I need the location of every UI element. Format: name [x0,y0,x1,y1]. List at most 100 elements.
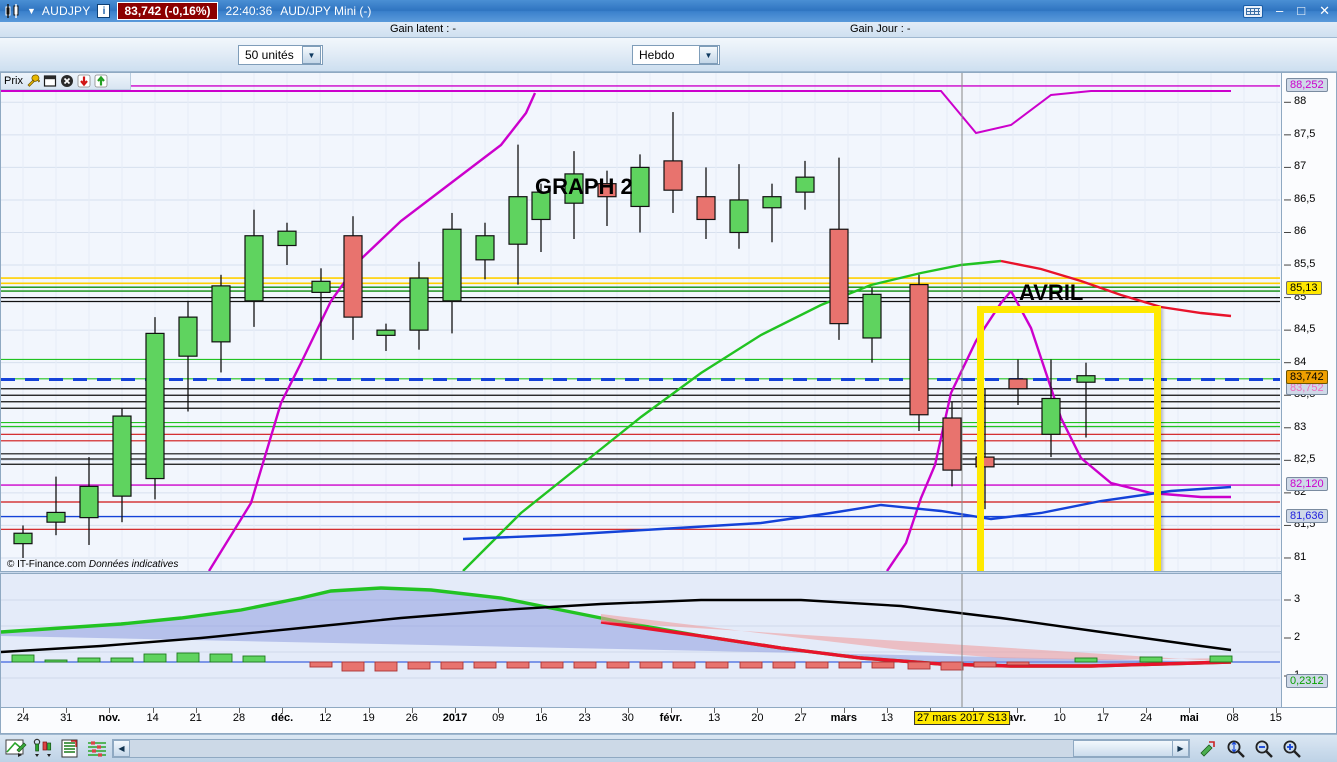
price-chart-canvas[interactable] [1,73,1280,571]
price-tick: 81 [1294,550,1307,563]
date-tick-mark [282,708,284,713]
date-tick-mark [368,708,370,713]
price-tick: 82,5 [1294,453,1316,466]
zoom-fit-icon[interactable] [1198,739,1218,759]
window-titlebar: ▼ AUDJPY i 83,742 (-0,16%) 22:40:36 AUD/… [0,0,1337,22]
date-tick-mark [1232,708,1234,713]
date-tick: 24 [16,712,30,724]
levels-icon[interactable] [86,738,108,760]
price-pane[interactable]: Prix [0,72,1281,572]
chart-toolbar: 50 unités ▼ Hebdo ▼ ▼ [0,38,1337,106]
status-bar: ◀ ▶ [0,734,1337,762]
price-marker: 82,120 [1286,477,1328,492]
date-tick-mark [23,708,24,713]
date-tick-mark [627,708,629,713]
gain-bar: Gain latent : - Gain Jour : - [0,22,1337,38]
date-tick-mark [584,708,586,713]
date-tick-mark [714,708,716,713]
date-tick-mark [152,708,154,713]
crosshair-date-label: 27 mars 2017 S13 [914,711,1010,725]
price-tick: 86 [1294,225,1307,238]
timeframe-dropdown[interactable]: Hebdo ▼ [632,45,720,65]
zoom-out-icon[interactable] [1254,739,1274,759]
window-controls: – □ ✕ [1243,0,1337,22]
chevron-down-icon[interactable]: ▼ [302,46,321,64]
date-tick-mark [455,708,456,713]
price-axis[interactable]: 8887,58786,58685,58584,58483,58382,58281… [1281,72,1337,708]
scrollbar-thumb[interactable] [1073,740,1173,757]
price-pane-header: Prix [1,73,131,90]
date-tick-mark [671,708,672,713]
price-tick: 87 [1294,160,1307,173]
scroll-right-button[interactable]: ▶ [1172,740,1189,757]
date-tick-mark [1016,708,1018,713]
date-tick: févr. [659,712,683,724]
copyright-notice: © IT-Finance.com Données indicatives [7,559,178,570]
minimize-button[interactable]: – [1276,3,1284,18]
price-axis-lines [1284,101,1291,677]
info-icon[interactable]: i [97,4,111,18]
chevron-down-icon[interactable]: ▼ [27,6,36,16]
indicator-tick: 3 [1294,593,1301,605]
list-icon[interactable] [59,738,81,760]
indicator-tick: 2 [1294,631,1301,643]
date-tick-mark [1146,708,1148,713]
date-tick: 14 [146,712,159,724]
indicator-marker: 0,2312 [1286,674,1328,688]
date-tick: 12 [319,712,332,724]
date-tick-mark [541,708,543,713]
maximize-button[interactable]: □ [1297,3,1306,18]
date-tick-mark [887,708,888,713]
date-tick-mark [800,708,802,713]
copyright-mark: © IT-Finance.com [7,559,87,570]
date-axis[interactable]: 24 31 nov. 14 21 28 déc. 12 19 26 2017 09 16 23 30 févr… [0,708,1337,734]
zoom-in-icon[interactable] [1282,739,1302,759]
price-tick: 83 [1294,420,1307,433]
horizontal-scrollbar[interactable]: ◀ ▶ [112,739,1190,758]
gain-jour-label: Gain Jour : - [850,23,911,35]
window-icon[interactable] [43,74,57,88]
price-tick: 88 [1294,95,1307,108]
annotation-graph2: GRAPH 2 [535,174,633,199]
price-pane-label: Prix [4,75,23,87]
date-tick: 16 [535,712,548,724]
date-tick: 17 [1096,712,1110,724]
date-tick: mai [1179,712,1199,724]
units-dropdown[interactable]: 50 unités ▼ [238,45,323,65]
instrument-name: AUD/JPY Mini (-) [280,4,372,18]
date-tick-mark [1189,708,1191,713]
date-tick: 08 [1226,712,1239,724]
quote-time: 22:40:36 [225,4,273,18]
date-tick: 15 [1269,712,1282,724]
copyright-note: Données indicatives [88,559,179,570]
date-tick: 31 [60,712,73,724]
date-tick: déc. [271,712,294,724]
wrench-icon[interactable] [26,74,40,88]
zoom-axis-icon[interactable] [1226,739,1246,759]
date-tick-mark [411,708,413,713]
close-button[interactable]: ✕ [1319,3,1330,18]
price-marker: 88,252 [1286,77,1328,92]
date-tick-mark [1275,708,1277,713]
date-tick: 30 [621,712,634,724]
chevron-down-icon[interactable]: ▼ [699,46,718,64]
keyboard-icon[interactable] [1243,4,1263,18]
date-tick: 13 [880,712,894,724]
close-icon[interactable] [60,74,74,88]
date-tick: 20 [751,712,764,724]
date-tick: 09 [492,712,505,724]
date-tick-mark [239,708,240,713]
indicator-pane[interactable] [0,573,1281,708]
arrow-down-icon[interactable] [77,74,91,88]
date-tick-mark [109,708,111,713]
alerts-icon[interactable] [32,738,54,760]
gain-latent-label: Gain latent : - [390,23,457,35]
scroll-left-button[interactable]: ◀ [113,740,130,757]
price-marker: 81,636 [1286,508,1328,523]
date-tick: nov. [98,712,121,724]
arrow-up-icon[interactable] [94,74,108,88]
timeframe-value: Hebdo [639,48,675,62]
indicator-canvas[interactable] [1,574,1280,707]
price-marker: 85,13 [1286,281,1322,296]
drawing-tools-icon[interactable] [5,738,27,760]
